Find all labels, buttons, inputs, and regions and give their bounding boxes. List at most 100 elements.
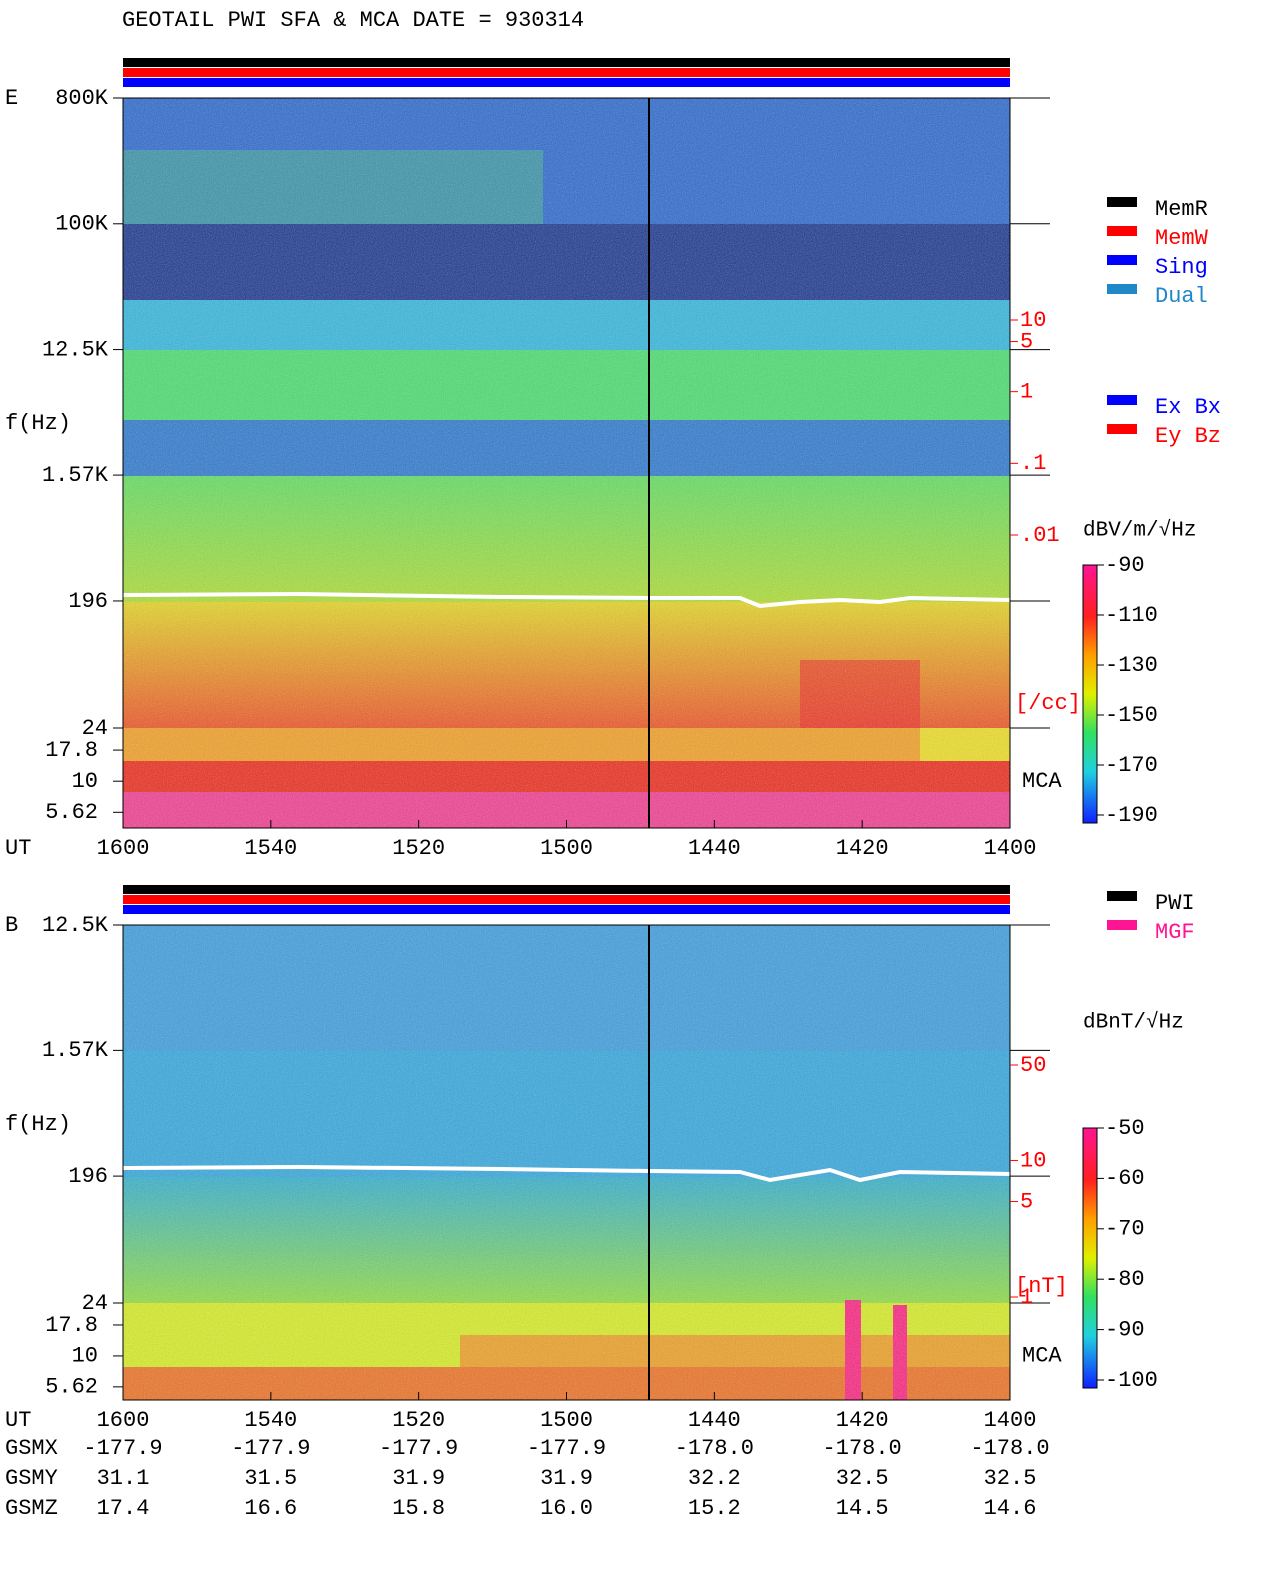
- y-tick-label: 1.57K: [42, 1038, 109, 1063]
- legend-label: Sing: [1155, 255, 1208, 280]
- aux-unit: [/cc]: [1015, 691, 1081, 716]
- colorbar-tick-label: -190: [1105, 803, 1158, 828]
- x-tick-label: 1440: [688, 836, 741, 861]
- orbit-value: 14.6: [984, 1496, 1037, 1521]
- legend-label: Dual: [1155, 284, 1208, 309]
- mca-tick-label: 10: [72, 769, 98, 794]
- orbit-value: 16.6: [244, 1496, 297, 1521]
- orbit-value: 31.9: [392, 1466, 445, 1491]
- colorbar: [1082, 564, 1098, 824]
- mca-tick-label: 17.8: [45, 738, 98, 763]
- x-tick-label: 1500: [540, 836, 593, 861]
- colorbar-tick-label: -130: [1105, 653, 1158, 678]
- legend-label: MGF: [1155, 920, 1195, 945]
- y-axis-label: f(Hz): [5, 411, 71, 436]
- orbit-value: 14.5: [836, 1496, 889, 1521]
- orbit-value: 16.0: [540, 1496, 593, 1521]
- x-tick-label: 1420: [836, 836, 889, 861]
- orbit-value: 15.8: [392, 1496, 445, 1521]
- orbit-value: -178.0: [675, 1436, 754, 1461]
- colorbar-tick-label: -60: [1105, 1166, 1145, 1191]
- orbit-value: -177.9: [83, 1436, 162, 1461]
- legend-swatch: [1107, 891, 1137, 901]
- panel-label: B: [5, 913, 18, 938]
- aux-tick-label: .1: [1020, 451, 1046, 476]
- aux-tick-label: 10: [1020, 308, 1046, 333]
- colorbar-tick-label: -90: [1105, 553, 1145, 578]
- x-tick-label: 1600: [97, 836, 150, 861]
- orbit-value: -177.9: [379, 1436, 458, 1461]
- legend-swatch: [1107, 395, 1137, 405]
- y-tick-label: 12.5K: [42, 337, 109, 362]
- panel-label: E: [5, 86, 18, 111]
- legend-label: PWI: [1155, 891, 1195, 916]
- y-tick-label: 100K: [55, 212, 109, 237]
- x-tick-label: 1600: [97, 1408, 150, 1433]
- x-tick-label: 1540: [244, 836, 297, 861]
- spectrogram-image: [122, 58, 1011, 1400]
- y-tick-label: 800K: [55, 86, 109, 111]
- y-tick-label: 196: [68, 589, 108, 614]
- aux-tick-label: 10: [1020, 1148, 1046, 1173]
- colorbar-tick-label: -170: [1105, 753, 1158, 778]
- mca-tick-label: 10: [72, 1344, 98, 1369]
- x-axis-label: UT: [5, 836, 31, 861]
- y-axis-label: f(Hz): [5, 1112, 71, 1137]
- orbit-value: 32.5: [984, 1466, 1037, 1491]
- orbit-value: -177.9: [231, 1436, 310, 1461]
- aux-tick-label: .01: [1020, 523, 1060, 548]
- legend-swatch: [1107, 255, 1137, 265]
- aux-tick-label: 50: [1020, 1053, 1046, 1078]
- mca-label: MCA: [1022, 1344, 1062, 1369]
- colorbar-tick-label: -80: [1105, 1267, 1145, 1292]
- legend-label: MemW: [1155, 226, 1209, 251]
- colorbar-label: dBV/m/√Hz: [1083, 519, 1196, 543]
- legend-swatch: [1107, 284, 1137, 294]
- colorbar-label: dBnT/√Hz: [1083, 1011, 1184, 1035]
- x-tick-label: 1400: [984, 836, 1037, 861]
- mca-tick-label: 5.62: [45, 1375, 98, 1400]
- legend-swatch: [1107, 424, 1137, 434]
- x-tick-label: 1400: [984, 1408, 1037, 1433]
- orbit-label: GSMX: [5, 1436, 58, 1461]
- colorbar-tick-label: -50: [1105, 1116, 1145, 1141]
- y-tick-label: 196: [68, 1164, 108, 1189]
- x-tick-label: 1520: [392, 1408, 445, 1433]
- x-tick-label: 1440: [688, 1408, 741, 1433]
- y-tick-label: 24: [82, 716, 108, 741]
- legend-swatch: [1107, 226, 1137, 236]
- mca-tick-label: 17.8: [45, 1313, 98, 1338]
- aux-tick-label: 5: [1020, 329, 1033, 354]
- orbit-value: 31.1: [97, 1466, 150, 1491]
- aux-unit: [nT]: [1015, 1274, 1068, 1299]
- colorbar: [1082, 1127, 1098, 1389]
- x-tick-label: 1540: [244, 1408, 297, 1433]
- y-tick-label: 24: [82, 1291, 108, 1316]
- colorbar-tick-label: -110: [1105, 603, 1158, 628]
- orbit-value: 31.5: [244, 1466, 297, 1491]
- colorbar-tick-label: -70: [1105, 1217, 1145, 1242]
- orbit-value: -177.9: [527, 1436, 606, 1461]
- orbit-label: GSMZ: [5, 1496, 58, 1521]
- chart-title: GEOTAIL PWI SFA & MCA DATE = 930314: [122, 8, 584, 33]
- mca-label: MCA: [1022, 769, 1062, 794]
- orbit-value: -178.0: [970, 1436, 1049, 1461]
- mca-tick-label: 5.62: [45, 800, 98, 825]
- aux-tick-label: 1: [1020, 379, 1033, 404]
- colorbar-tick-label: -100: [1105, 1368, 1158, 1393]
- orbit-value: 32.5: [836, 1466, 889, 1491]
- y-tick-label: 1.57K: [42, 463, 109, 488]
- y-tick-label: 12.5K: [42, 913, 109, 938]
- legend-label: Ex Bx: [1155, 395, 1221, 420]
- x-tick-label: 1420: [836, 1408, 889, 1433]
- x-tick-label: 1520: [392, 836, 445, 861]
- x-tick-label: 1500: [540, 1408, 593, 1433]
- x-axis-label: UT: [5, 1408, 31, 1433]
- legend-label: Ey Bz: [1155, 424, 1221, 449]
- orbit-value: 31.9: [540, 1466, 593, 1491]
- legend-swatch: [1107, 920, 1137, 930]
- orbit-value: -178.0: [823, 1436, 902, 1461]
- aux-tick-label: 1: [1020, 1285, 1033, 1310]
- colorbar-tick-label: -150: [1105, 703, 1158, 728]
